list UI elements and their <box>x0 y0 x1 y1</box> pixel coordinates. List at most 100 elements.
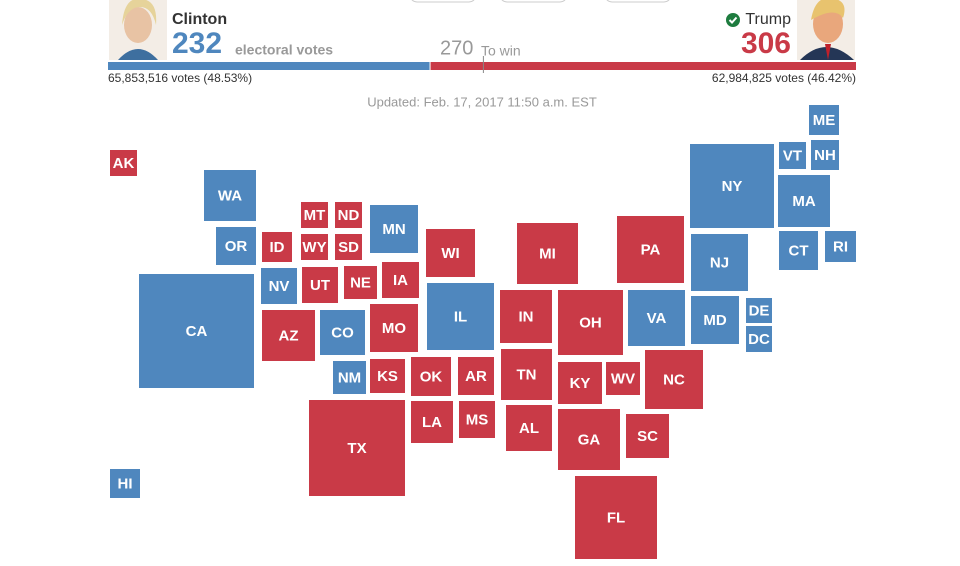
electoral-votes-unit: electoral votes <box>235 42 333 58</box>
state-label: SD <box>338 239 359 256</box>
state <box>690 144 774 228</box>
trump-bar <box>430 62 856 70</box>
state-label: CO <box>331 324 354 341</box>
state-label: UT <box>310 277 330 294</box>
state <box>411 401 453 443</box>
state-label: CT <box>789 242 809 259</box>
state-label: HI <box>118 475 133 492</box>
state-label: AK <box>113 155 135 172</box>
state <box>779 231 818 270</box>
state <box>261 268 297 304</box>
state-label: ID <box>270 239 285 256</box>
state-label: TX <box>347 440 366 457</box>
state <box>262 310 315 361</box>
state-label: KY <box>570 375 591 392</box>
state-label: NM <box>338 369 361 386</box>
state-label: CA <box>186 323 208 340</box>
tab-button[interactable] <box>500 0 567 3</box>
state-label: IA <box>393 272 408 289</box>
state <box>344 266 377 299</box>
state-label: MS <box>466 411 489 428</box>
state <box>691 234 748 291</box>
state-label: WY <box>302 239 326 256</box>
state <box>335 234 362 260</box>
state <box>301 234 328 260</box>
state <box>809 105 839 135</box>
state-label: MD <box>703 312 726 329</box>
state <box>110 150 137 176</box>
state <box>626 414 669 458</box>
state-label: DE <box>749 302 770 319</box>
threshold-label: To win <box>481 43 521 59</box>
state <box>459 401 495 438</box>
candidate-name: Trump <box>745 11 791 28</box>
state <box>558 362 602 404</box>
state-label: NC <box>663 371 685 388</box>
state <box>517 223 578 284</box>
state <box>302 267 338 303</box>
state <box>204 170 256 221</box>
state-label: OH <box>579 314 602 331</box>
updated: Updated: Feb. 17, 2017 11:50 a.m. EST <box>367 94 597 109</box>
state-label: LA <box>422 414 442 431</box>
state <box>645 350 703 409</box>
threshold-value: 270 <box>440 37 473 59</box>
state <box>617 216 684 283</box>
state <box>411 357 451 396</box>
state <box>262 232 292 262</box>
state-label: NV <box>269 278 290 295</box>
state-label: WA <box>218 187 242 204</box>
state-label: IL <box>454 308 467 325</box>
electoral-votes: 232 <box>172 27 222 60</box>
state <box>309 400 405 496</box>
state <box>426 229 475 277</box>
state <box>301 202 328 228</box>
state-label: AZ <box>279 327 299 344</box>
state-label: AL <box>519 420 539 437</box>
state-label: MA <box>792 193 815 210</box>
state-label: DC <box>748 331 770 348</box>
vote-bar <box>108 56 856 73</box>
state <box>110 469 140 498</box>
popular-vote: 65,853,516 votes (48.53%) <box>108 71 252 85</box>
state-label: NJ <box>710 254 729 271</box>
state <box>628 290 685 346</box>
clinton-bar <box>108 62 430 70</box>
state-label: NE <box>350 274 371 291</box>
state-label: PA <box>641 241 661 258</box>
state <box>558 409 620 470</box>
state-label: OR <box>225 238 248 255</box>
state <box>501 349 552 400</box>
state <box>370 359 405 393</box>
state-label: WV <box>611 370 635 387</box>
state <box>500 290 552 343</box>
state-label: GA <box>578 431 601 448</box>
state-label: KS <box>377 368 398 385</box>
tab-button[interactable] <box>410 0 476 3</box>
state <box>811 140 839 170</box>
state-label: RI <box>833 238 848 255</box>
state <box>825 231 856 262</box>
state <box>778 175 830 227</box>
state-label: VA <box>647 310 667 327</box>
state <box>575 476 657 559</box>
state <box>320 310 365 355</box>
state <box>370 205 418 253</box>
state-label: ME <box>813 112 836 129</box>
state-label: MO <box>382 320 406 337</box>
state-label: OK <box>420 368 443 385</box>
state-label: VT <box>783 147 802 164</box>
state-label: NY <box>722 178 743 195</box>
state <box>139 274 254 388</box>
state-label: AR <box>465 368 487 385</box>
state-label: WI <box>441 245 459 262</box>
candidate-name: Clinton <box>172 11 227 28</box>
state-label: FL <box>607 509 625 526</box>
state <box>746 326 772 352</box>
state-label: MI <box>539 245 556 262</box>
popular-vote: 62,984,825 votes (46.42%) <box>712 71 856 85</box>
state-label: SC <box>637 428 658 445</box>
tab-button[interactable] <box>605 0 671 3</box>
state <box>606 362 640 395</box>
state <box>506 405 552 451</box>
